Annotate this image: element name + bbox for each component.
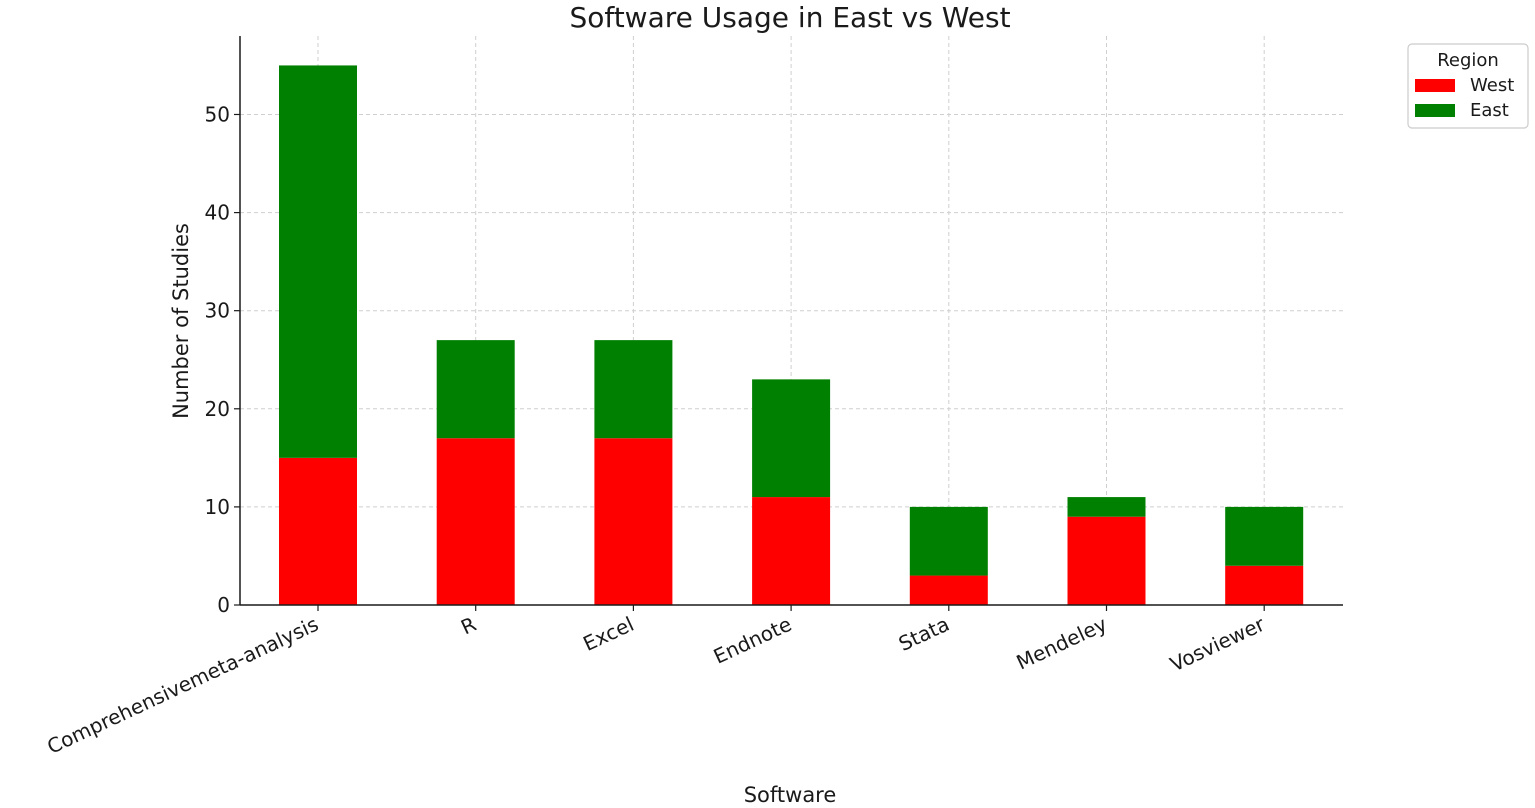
- x-tick-label: R: [457, 612, 480, 640]
- x-tick-label: Excel: [579, 612, 637, 656]
- x-tick-label: Mendeley: [1013, 612, 1111, 675]
- legend-swatch-east: [1415, 104, 1455, 117]
- bar-east: [594, 340, 673, 439]
- y-tick-label: 20: [205, 397, 230, 421]
- x-axis-title: Software: [744, 783, 837, 807]
- chart-title: Software Usage in East vs West: [569, 1, 1010, 34]
- bars: [279, 65, 1304, 605]
- legend-entries: West East: [1415, 75, 1514, 121]
- bar-east: [1225, 506, 1304, 566]
- bar-west: [594, 438, 673, 605]
- y-ticks: 0 10 20 30 40 50: [205, 102, 240, 617]
- y-tick-label: 0: [217, 593, 230, 617]
- x-tick-label: Endnote: [710, 612, 795, 669]
- x-tick-label: Comprehensivemeta-analysis: [43, 612, 322, 759]
- bar-west: [1225, 565, 1304, 605]
- bar-west: [279, 457, 357, 605]
- x-tick-label: Vosviewer: [1166, 611, 1269, 676]
- legend-label-east: East: [1470, 100, 1509, 121]
- y-tick-label: 50: [205, 102, 230, 126]
- x-ticks: Comprehensivemeta-analysis R Excel Endnote S…: [43, 605, 1269, 759]
- legend-swatch-west: [1415, 79, 1455, 92]
- bar-east: [752, 379, 831, 498]
- bar-east: [909, 506, 988, 576]
- x-tick-label: Stata: [895, 612, 953, 656]
- legend: Region West East: [1407, 43, 1529, 129]
- bar-west: [909, 575, 988, 605]
- bar-east: [1067, 497, 1146, 517]
- bar-west: [1067, 516, 1146, 605]
- y-tick-label: 30: [205, 299, 230, 323]
- y-tick-label: 10: [205, 495, 230, 519]
- y-axis-title: Number of Studies: [169, 223, 193, 419]
- bar-west: [752, 497, 831, 605]
- bar-east: [436, 340, 515, 439]
- legend-title: Region: [1437, 50, 1499, 71]
- bar-west: [436, 438, 515, 605]
- legend-label-west: West: [1470, 75, 1514, 96]
- y-tick-label: 40: [205, 201, 230, 225]
- bar-east: [279, 65, 357, 458]
